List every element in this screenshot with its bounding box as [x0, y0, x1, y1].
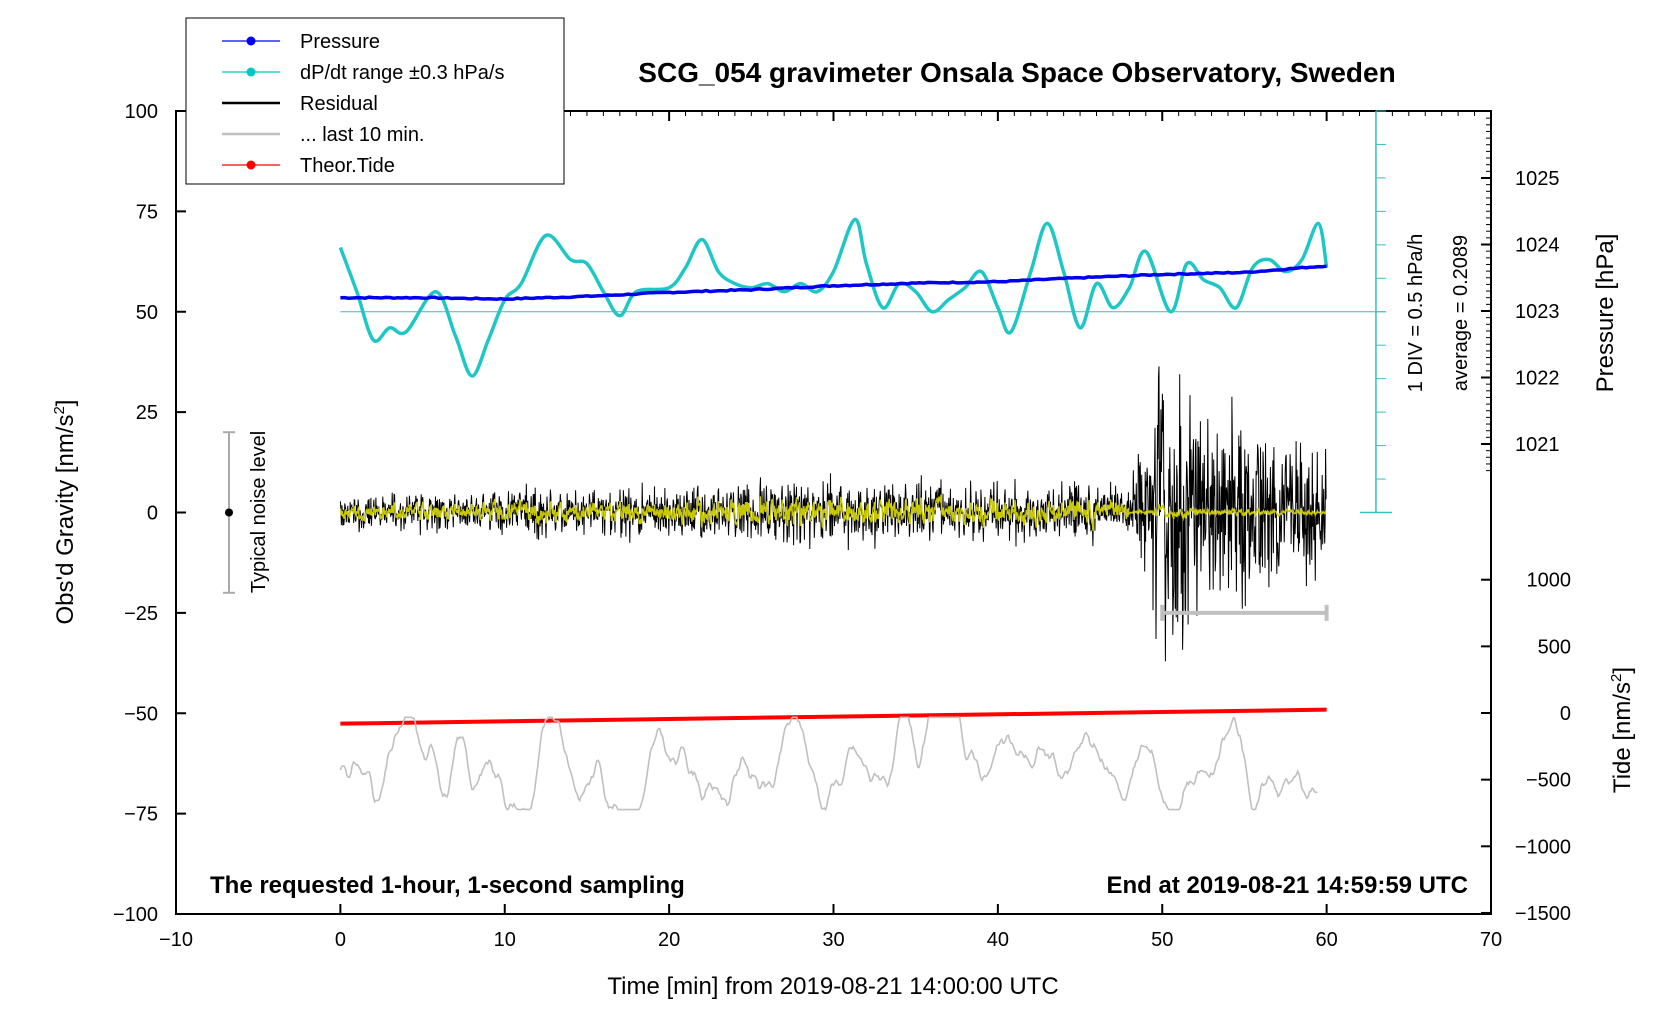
last-10-min-series — [339, 716, 1318, 812]
y-tick-label: 25 — [136, 402, 158, 424]
pressure-rate-scale — [340, 110, 1392, 514]
x-tick-label: 10 — [494, 929, 516, 951]
div-label: 1 DIV = 0.5 hPa/h — [1405, 234, 1427, 392]
pressure-tick-label: 1025 — [1515, 168, 1560, 190]
x-tick-label: 60 — [1316, 929, 1338, 951]
y-axis-left: 100 75 50 25 0 −25 −50 −75 −100 — [113, 101, 186, 926]
x-tick-label: 20 — [658, 929, 680, 951]
noise-label: Typical noise level — [248, 431, 270, 593]
tide-tick-label: 500 — [1538, 636, 1571, 658]
dpdt-line — [338, 217, 1329, 378]
x-axis-label: Time [min] from 2019-08-21 14:00:00 UTC — [607, 973, 1058, 1000]
tide-tick-label: 0 — [1560, 703, 1571, 725]
x-tick-label: 30 — [822, 929, 844, 951]
legend-marker — [246, 160, 256, 170]
last-10-min-line — [339, 716, 1318, 812]
y-tick-label: −75 — [124, 804, 158, 826]
legend-box — [185, 17, 565, 185]
footer-right: End at 2019-08-21 14:59:59 UTC — [1107, 872, 1469, 899]
noise-center-dot — [225, 508, 233, 517]
tide-tick-label: −1500 — [1515, 903, 1571, 925]
tide-tick-label: 1000 — [1527, 570, 1572, 592]
y-tick-label: 75 — [136, 201, 158, 223]
average-label: average = 0.2089 — [1450, 235, 1472, 391]
legend-marker — [246, 67, 256, 77]
y-tick-label: 0 — [147, 503, 158, 525]
y-axis-tide: 1000 500 0 −500 −1000 −1500 — [1481, 570, 1571, 925]
y-axis-label-tide: Tide [nm/s2] — [1608, 667, 1636, 793]
legend-marker — [246, 36, 256, 46]
x-tick-label: 40 — [987, 929, 1009, 951]
legend-label: Theor.Tide — [300, 155, 395, 177]
last-10-min-bar — [1160, 604, 1329, 621]
y-axis-label-pressure: Pressure [hPa] — [1592, 234, 1619, 393]
pressure-tick-label: 1024 — [1515, 235, 1560, 257]
legend-label: dP/dt range ±0.3 hPa/s — [300, 62, 504, 84]
tide-series — [340, 707, 1327, 726]
x-tick-label: 70 — [1480, 929, 1502, 951]
legend-label: Pressure — [300, 31, 380, 53]
tide-line — [340, 707, 1327, 726]
y-tick-label: 50 — [136, 302, 158, 324]
y-tick-label: −100 — [113, 904, 158, 926]
x-tick-label: −10 — [159, 929, 193, 951]
residual-filtered-line — [339, 494, 1327, 531]
tide-tick-label: −1000 — [1515, 836, 1571, 858]
pressure-tick-label: 1021 — [1515, 434, 1560, 456]
residual-series — [339, 366, 1327, 662]
x-tick-label: 50 — [1151, 929, 1173, 951]
legend-label: ... last 10 min. — [300, 124, 425, 146]
pressure-line — [340, 264, 1327, 302]
y-tick-label: −50 — [124, 703, 158, 725]
y-tick-label: 100 — [125, 101, 158, 123]
legend-label: Residual — [300, 93, 378, 115]
y-tick-label: −25 — [124, 603, 158, 625]
tide-tick-label: −500 — [1526, 770, 1571, 792]
chart-title: SCG_054 gravimeter Onsala Space Observat… — [638, 57, 1395, 88]
footer-left: The requested 1-hour, 1-second sampling — [210, 872, 685, 899]
legend: Pressure dP/dt range ±0.3 hPa/s Residual..… — [185, 17, 565, 185]
pressure-tick-label: 1023 — [1515, 301, 1560, 323]
pressure-series — [340, 264, 1327, 302]
y-axis-pressure: 1025 1024 1023 1022 1021 — [1481, 111, 1560, 472]
x-tick-label: 0 — [335, 929, 346, 951]
pressure-tick-label: 1022 — [1515, 368, 1560, 390]
dpdt-series — [338, 217, 1329, 378]
noise-level-indicator — [223, 431, 235, 594]
y-axis-label-left: Obs'd Gravity [nm/s2] — [51, 400, 79, 625]
